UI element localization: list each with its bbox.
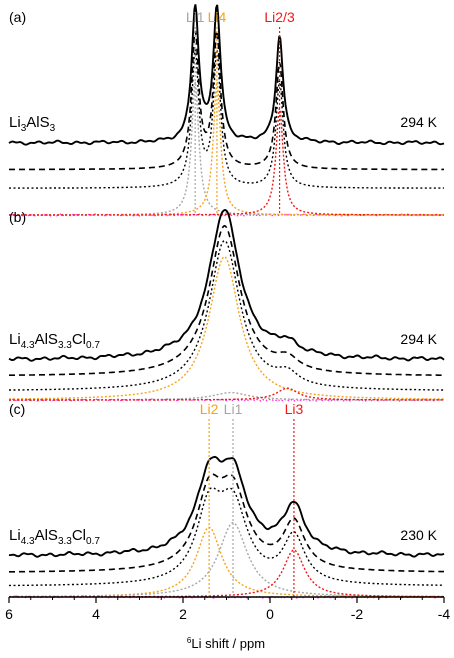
x-tick-label: 4 xyxy=(92,606,100,622)
x-axis-label: 6Li shift / ppm xyxy=(187,636,265,651)
peak-label-li1: Li1 xyxy=(186,9,205,25)
panel-label: (b) xyxy=(9,209,26,225)
peak-label-li4: Li4 xyxy=(208,9,227,25)
x-tick-label: 2 xyxy=(179,606,187,622)
sample-formula: Li3​AlS3​ xyxy=(9,114,56,134)
x-axis: 6 4 2 0 -2 -4 xyxy=(5,596,451,622)
difference-line xyxy=(8,398,445,402)
component-li1 xyxy=(9,81,444,216)
x-tick-label: -2 xyxy=(351,606,364,622)
panel-c: Li2 Li1 Li3 (c) Li4.3​AlS3.3​Cl0.7​ 230 K xyxy=(8,401,445,600)
peak-label-li3: Li3 xyxy=(285,401,304,417)
panel-label: (a) xyxy=(9,9,26,25)
sample-formula: Li4.3​AlS3.3​Cl0.7​ xyxy=(9,527,100,547)
x-tick-label: 6 xyxy=(5,606,13,622)
x-axis-label-text: Li shift / ppm xyxy=(191,636,265,651)
experimental-spectrum xyxy=(8,455,445,558)
fit-line xyxy=(9,473,444,573)
component-li3 xyxy=(9,387,444,401)
temperature-label: 294 K xyxy=(400,331,437,347)
component-li4 xyxy=(9,81,444,216)
component-li2-3 xyxy=(9,108,444,216)
panel-b: (b) Li4.3​AlS3.3​Cl0.7​ 294 K xyxy=(8,209,445,402)
sample-formula: Li4.3​AlS3.3​Cl0.7​ xyxy=(9,331,100,351)
component-li-main xyxy=(9,255,444,400)
temperature-label: 230 K xyxy=(400,527,437,543)
panel-label: (c) xyxy=(9,401,25,417)
temperature-label: 294 K xyxy=(400,114,437,130)
envelope-line xyxy=(9,49,444,189)
envelope-line xyxy=(9,487,444,587)
peak-label-li2: Li2 xyxy=(200,401,219,417)
experimental-spectrum xyxy=(8,4,445,146)
peak-label-li2-3: Li2/3 xyxy=(264,9,295,25)
x-tick-label: -4 xyxy=(438,606,451,622)
peak-label-li1: Li1 xyxy=(224,401,243,417)
fit-line xyxy=(9,224,444,376)
component-li3 xyxy=(9,549,444,598)
x-tick-label: 0 xyxy=(266,606,274,622)
component-li1 xyxy=(9,522,444,598)
fit-line xyxy=(9,30,444,171)
experimental-spectrum xyxy=(8,209,445,362)
envelope-line xyxy=(9,239,444,391)
x-axis-label-superscript: 6 xyxy=(187,636,192,645)
